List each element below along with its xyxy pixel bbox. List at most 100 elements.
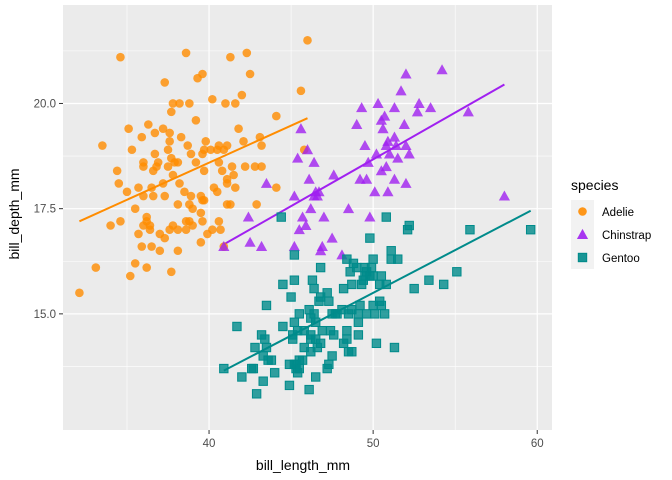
- gentoo-point: [379, 309, 390, 319]
- adelie-point: [165, 137, 174, 146]
- chinstrap-point: [403, 148, 415, 159]
- chinstrap-point: [383, 148, 396, 159]
- chinstrap-point: [382, 135, 394, 146]
- legend-adelie-label: Adelie: [602, 207, 634, 219]
- gentoo-point: [260, 334, 270, 344]
- gentoo-point: [315, 262, 326, 273]
- gentoo-point: [424, 275, 434, 285]
- gentoo-point: [452, 267, 462, 277]
- chinstrap-point: [400, 177, 412, 188]
- y-tick-label: 17.5: [34, 204, 56, 216]
- gentoo-point: [386, 246, 396, 256]
- chinstrap-point: [288, 190, 300, 201]
- gentoo-point: [353, 309, 364, 319]
- x-tick-label: 60: [531, 438, 544, 450]
- gentoo-point: [368, 254, 378, 264]
- gentoo-point: [289, 250, 300, 260]
- gentoo-point: [269, 368, 280, 378]
- chinstrap-point: [305, 203, 317, 214]
- gentoo-point: [327, 351, 337, 361]
- legend-adelie-symbol: [578, 207, 587, 216]
- chinstrap-point: [498, 190, 511, 201]
- adelie-point: [230, 183, 240, 192]
- adelie-point: [168, 170, 178, 180]
- adelie-point: [196, 208, 206, 218]
- adelie-point: [116, 52, 125, 62]
- adelie-point: [158, 179, 168, 188]
- gentoo-point: [342, 325, 352, 336]
- gentoo-point: [465, 225, 475, 235]
- gentoo-point: [248, 363, 259, 374]
- chinstrap-point: [260, 177, 273, 188]
- chinstrap-point: [255, 240, 268, 252]
- adelie-point: [229, 170, 238, 180]
- chinstrap-point: [462, 106, 474, 117]
- adelie-point: [98, 141, 107, 150]
- gentoo-point: [297, 355, 308, 365]
- chinstrap-point: [388, 131, 401, 142]
- adelie-point: [208, 94, 217, 104]
- adelie-point: [175, 179, 184, 188]
- adelie-point: [116, 216, 125, 226]
- chinstrap-point: [362, 156, 374, 167]
- gentoo-point: [307, 275, 318, 285]
- adelie-point: [255, 132, 265, 142]
- adelie-point: [199, 145, 209, 155]
- chinstrap-point: [390, 139, 402, 151]
- adelie-point: [173, 200, 183, 209]
- gentoo-point: [322, 288, 332, 298]
- gentoo-point: [404, 220, 414, 231]
- gentoo-point: [355, 300, 365, 311]
- chinstrap-point: [244, 236, 256, 247]
- chinstrap-point: [411, 106, 424, 117]
- adelie-point: [252, 200, 261, 209]
- adelie-point: [165, 128, 174, 138]
- adelie-point: [240, 162, 250, 171]
- adelie-point: [167, 107, 176, 117]
- adelie-point: [250, 162, 260, 171]
- adelie-point: [125, 271, 135, 281]
- chinstrap-point: [369, 186, 381, 197]
- adelie-point: [227, 162, 237, 171]
- chinstrap-point: [296, 211, 309, 222]
- adelie-point: [112, 166, 122, 176]
- legend-keys: Adelie Chinstrap Gentoo: [571, 200, 651, 269]
- gentoo-point: [438, 279, 449, 290]
- gentoo-point: [381, 212, 391, 222]
- adelie-point: [134, 229, 143, 239]
- adelie-point: [124, 124, 133, 134]
- adelie-point: [91, 263, 101, 272]
- gentoo-point: [376, 271, 387, 281]
- adelie-point: [160, 233, 170, 243]
- legend-gentoo-symbol: [577, 252, 588, 263]
- chinstrap-point: [436, 64, 448, 75]
- chinstrap-point: [413, 97, 425, 108]
- gentoo-point: [409, 283, 419, 294]
- adelie-point: [139, 158, 148, 167]
- gentoo-point: [311, 317, 321, 327]
- gentoo-point: [347, 279, 357, 290]
- gentoo-point: [366, 262, 377, 273]
- chinstrap-point: [395, 85, 407, 96]
- legend-chinstrap-label: Chinstrap: [602, 230, 651, 242]
- gentoo-point: [284, 380, 295, 391]
- tick-labels: 40 50 60 15.0 17.5 20.0: [34, 98, 544, 450]
- gentoo-point: [365, 233, 375, 243]
- gentoo-point: [278, 279, 288, 290]
- gentoo-point: [381, 279, 391, 290]
- chinstrap-point: [400, 139, 412, 151]
- adelie-point: [245, 69, 255, 79]
- adelie-point: [216, 225, 225, 235]
- adelie-point: [188, 221, 197, 230]
- adelie-point: [137, 132, 147, 142]
- gentoo-point: [250, 342, 260, 353]
- adelie-point: [226, 200, 235, 209]
- chinstrap-point: [328, 169, 340, 180]
- gentoo-point: [261, 342, 272, 353]
- chinstrap-point: [380, 160, 392, 172]
- gentoo-point: [324, 359, 334, 370]
- chinstrap-point: [308, 156, 320, 167]
- adelie-point: [217, 166, 227, 176]
- adelie-point: [153, 158, 163, 167]
- adelie-point: [150, 128, 160, 138]
